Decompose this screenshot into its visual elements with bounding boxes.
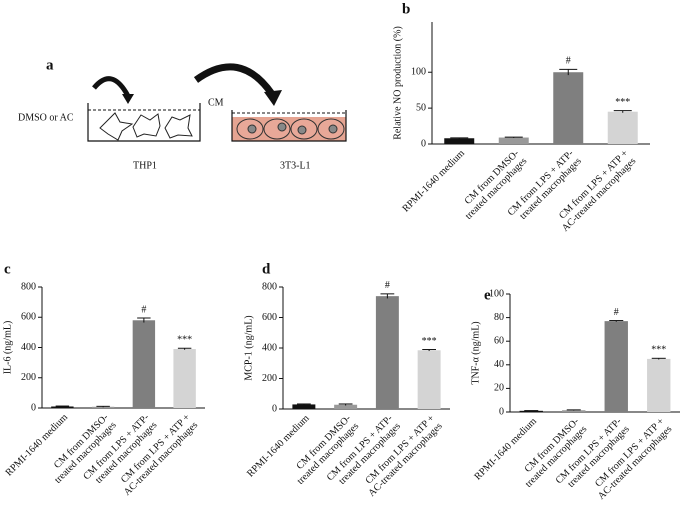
y-tick-label: 0	[499, 406, 504, 417]
y-tick-label: 60	[494, 335, 504, 346]
bar	[519, 410, 543, 412]
panel-label: b	[402, 1, 410, 17]
arrow	[193, 63, 275, 97]
bar	[292, 404, 316, 409]
y-tick-label: 0	[421, 138, 426, 149]
y-tick-label: 200	[21, 372, 36, 383]
nucleus	[328, 124, 338, 134]
bar	[132, 320, 156, 408]
transfer-label: CM	[208, 97, 224, 108]
well	[87, 103, 201, 142]
x-tick-label: RPMI-1640 medium	[400, 148, 467, 215]
y-tick-label: 0	[31, 402, 36, 413]
y-tick-label: 400	[21, 342, 36, 353]
annotation: #	[614, 307, 619, 318]
schematic: a DMSO or AC CM THP1 3T3-L1	[18, 57, 347, 171]
y-tick-label: 600	[21, 312, 36, 323]
bar	[647, 358, 671, 412]
source-label: THP1	[133, 160, 157, 171]
panel-label: d	[262, 261, 271, 277]
y-axis-label: MCP-1 (ng/mL)	[243, 315, 254, 380]
bar	[498, 137, 529, 144]
nucleus	[297, 125, 307, 135]
panel-label: a	[46, 57, 54, 73]
y-axis-label: Relative NO production (%)	[392, 26, 403, 140]
bar	[91, 406, 115, 408]
annotation: ***	[177, 335, 192, 346]
annotation: #	[141, 304, 146, 315]
adipocyte	[263, 118, 291, 140]
annotation: ***	[651, 345, 666, 356]
bar	[607, 111, 638, 144]
arrow-head	[122, 94, 134, 104]
y-tick-label: 100	[411, 67, 426, 78]
y-tick-label: 80	[494, 312, 504, 323]
y-tick-label: 200	[262, 373, 277, 384]
bar	[417, 350, 441, 409]
y-tick-label: 800	[262, 281, 277, 292]
bar	[173, 349, 196, 408]
bar	[375, 296, 399, 409]
treatment-label: DMSO or AC	[18, 112, 74, 123]
y-tick-label: 100	[489, 288, 504, 299]
annotation: #	[385, 280, 390, 291]
y-axis-label: IL-6 (ng/mL)	[2, 321, 13, 375]
arrow-head	[264, 90, 282, 106]
annotation: ***	[615, 97, 630, 108]
x-tick-label-line: RPMI-1640 medium	[400, 148, 467, 215]
target-label: 3T3-L1	[280, 160, 311, 171]
cell	[99, 112, 134, 141]
y-axis-label: TNF-α (ng/mL)	[470, 321, 481, 384]
arrow	[92, 76, 131, 98]
panel-label: e	[484, 287, 491, 303]
bar	[334, 404, 358, 409]
y-tick-label: 400	[262, 342, 277, 353]
y-tick-label: 20	[494, 383, 504, 394]
bar	[553, 72, 584, 144]
bar	[604, 321, 628, 412]
bar	[51, 406, 74, 408]
y-tick-label: 40	[494, 359, 504, 370]
nucleus	[277, 122, 287, 132]
y-tick-label: 800	[21, 281, 36, 292]
annotation: ***	[422, 336, 437, 347]
well	[231, 110, 347, 142]
cell	[132, 113, 161, 138]
y-tick-label: 50	[416, 102, 426, 113]
panel-label: c	[4, 261, 11, 277]
bar	[562, 410, 586, 412]
cell	[164, 114, 193, 139]
y-tick-label: 0	[272, 403, 277, 414]
y-tick-label: 600	[262, 312, 277, 323]
nucleus	[247, 124, 257, 134]
bar	[444, 138, 475, 144]
annotation: #	[566, 56, 571, 67]
